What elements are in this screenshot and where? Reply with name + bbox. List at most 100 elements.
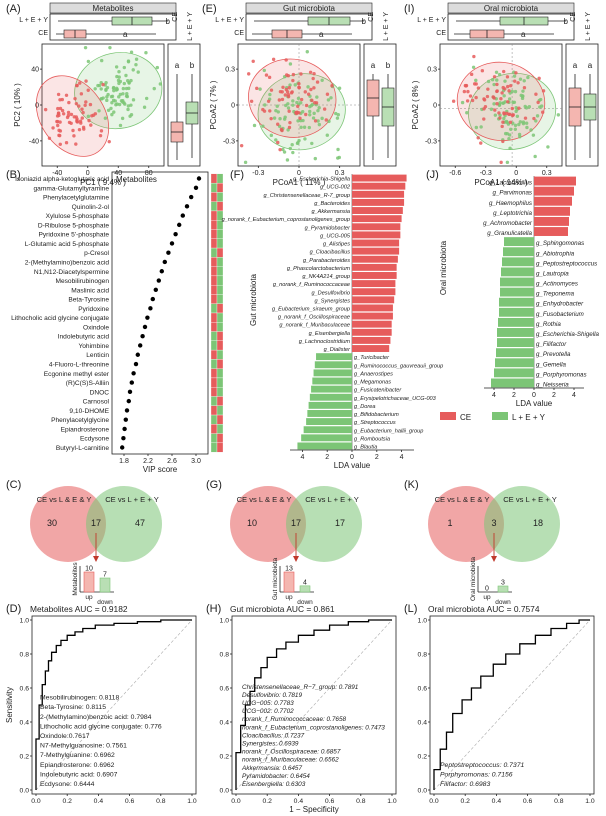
lda-taxon-label: g_Eubacterium_hallii_group <box>354 428 423 434</box>
point-ce <box>495 102 499 106</box>
lda-taxon-label: g_Synergistes <box>315 298 351 304</box>
lda-taxon-label: g_Parabacteroides <box>303 258 350 264</box>
point-ce <box>298 116 302 120</box>
vip-point <box>193 185 199 190</box>
point-lev <box>533 154 537 159</box>
point-ce <box>474 95 478 100</box>
lda-taxon-label: g_norank_f_Oscillospiraceae <box>278 315 350 321</box>
vip-heat-cell <box>210 377 218 388</box>
point-ce <box>508 120 513 124</box>
point-ce <box>464 84 468 88</box>
lda-bar-lev <box>503 247 534 257</box>
lda-bar-ce <box>352 198 405 206</box>
point-ce <box>75 83 79 88</box>
point-lev <box>306 85 310 89</box>
lda-taxon-label: g_Sphingomonas <box>536 240 584 247</box>
venn-count-left: 10 <box>247 518 257 528</box>
x-axis-label: LDA value <box>334 461 371 470</box>
mini-bar-label-up: up <box>483 594 491 601</box>
point-ce <box>312 86 316 90</box>
vip-heat-cell <box>210 173 218 184</box>
lda-taxon-label: g_Blautia <box>354 445 377 451</box>
x-tick-label: 2.6 <box>167 458 177 465</box>
x-tick-label: 0.6 <box>125 798 135 805</box>
venn-count-right: 17 <box>335 518 345 528</box>
roc-predictor-label: Peptostreptococcus: 0.7371 <box>440 762 524 769</box>
y-tick-label: 0.8 <box>20 652 30 659</box>
point-ce <box>56 92 61 97</box>
point-ce <box>264 73 269 77</box>
x-tick-label: 0.4 <box>294 798 304 805</box>
lda-bar-lev <box>497 328 534 337</box>
roc-predictor-label: Lithocholic acid glycine conjugate: 0.77… <box>40 723 162 730</box>
x-tick-label: 0 <box>514 170 518 177</box>
x-tick-label: 2.2 <box>143 458 153 465</box>
lda-bar-ce <box>352 239 400 247</box>
vip-heat-cell <box>210 442 218 453</box>
vip-heat-cell <box>210 220 218 230</box>
lda-taxon-label: g_Erysipelotrichaceae_UCG-003 <box>354 396 437 402</box>
vip-heat-cell <box>210 312 218 323</box>
point-lev <box>337 86 342 90</box>
vip-heat-cell <box>216 396 224 406</box>
lda-taxon-label: g_Parvimonas <box>492 190 532 197</box>
point-ce <box>330 84 334 88</box>
vip-heat-cell <box>216 294 224 304</box>
point-ce <box>107 139 111 144</box>
x-tick-label: -40 <box>52 170 62 177</box>
point-ce <box>266 99 271 104</box>
point-lev <box>131 98 136 102</box>
point-lev <box>129 103 133 107</box>
point-lev <box>505 132 510 136</box>
venn-arrow-head <box>491 556 497 562</box>
point-lev <box>134 57 139 61</box>
point-ce <box>64 141 69 145</box>
point-lev <box>126 107 130 112</box>
point-lev <box>316 108 320 113</box>
point-lev <box>317 122 322 127</box>
point-ce <box>57 133 61 138</box>
panel-letter: (I) <box>404 3 414 15</box>
panel-letter: (A) <box>6 3 21 15</box>
vip-metabolite-label: Xylulose 5-phosphate <box>46 213 110 220</box>
x-tick-label: 0.2 <box>460 798 470 805</box>
point-lev <box>278 117 282 121</box>
point-ce <box>534 92 538 96</box>
lda-bar-ce <box>352 304 393 312</box>
vip-heat-cell <box>216 201 224 212</box>
venn-left-title: CE vs L & E & Y <box>435 495 490 504</box>
point-ce <box>503 87 507 91</box>
significance-letter: a <box>521 30 526 39</box>
point-ce <box>506 100 510 104</box>
x-axis-label: PCoA1 ( 11% ) <box>273 178 326 187</box>
roc-curve <box>35 619 192 790</box>
point-lev <box>320 116 324 121</box>
lda-bar-ce <box>534 176 576 186</box>
vip-heat-cell <box>216 349 224 360</box>
lda-taxon-label: g_Bacteroides <box>314 201 350 207</box>
point-lev <box>120 116 125 121</box>
roc-predictor-label: Synergistes: 0.6939 <box>242 741 299 748</box>
side-boxplot-frame <box>167 43 201 167</box>
point-ce <box>523 116 528 120</box>
point-ce <box>281 85 285 89</box>
vip-metabolite-label: (R)C(S)S-Alliin <box>66 380 110 387</box>
vip-metabolite-label: L-Glutamic acid 5-phosphate <box>25 241 110 248</box>
y-axis-label: Sensitivity <box>5 687 14 723</box>
point-lev <box>115 74 119 79</box>
lda-bar-ce <box>352 190 405 198</box>
vip-heat-cell <box>210 238 218 249</box>
point-ce <box>495 89 499 94</box>
point-lev <box>556 113 561 117</box>
point-ce <box>501 120 505 124</box>
vip-metabolite-label: Pyridoxine 5'-phosphate <box>38 232 109 239</box>
roc-predictor-label: Oxindole:0.7617 <box>40 733 90 740</box>
point-ce <box>509 83 513 88</box>
roc-predictor-label: norank_f_Oscillospiraceae: 0.6857 <box>242 749 341 756</box>
point-lev <box>288 83 292 87</box>
point-lev <box>492 82 496 87</box>
y-tick-label: -0.3 <box>223 138 235 145</box>
point-lev <box>125 92 129 96</box>
point-lev <box>122 81 127 86</box>
roc-curve <box>433 619 590 790</box>
